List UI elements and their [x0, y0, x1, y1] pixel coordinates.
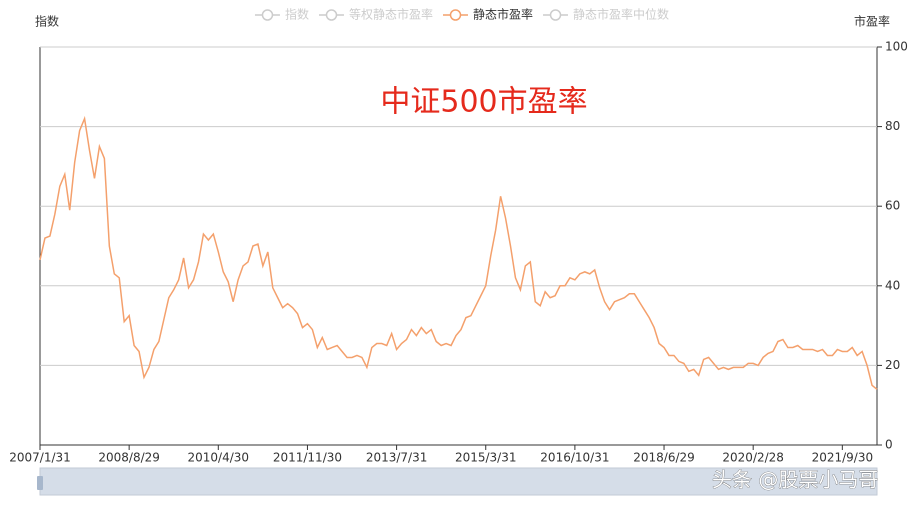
legend-label: 静态市盈率中位数 [573, 7, 669, 22]
y-tick-label: 100 [885, 40, 908, 54]
x-tick-label: 2015/3/31 [455, 451, 517, 465]
legend-marker [261, 9, 274, 21]
y-tick-label: 40 [885, 278, 900, 292]
legend-label: 指数 [285, 7, 309, 22]
x-tick-label: 2021/9/30 [812, 451, 874, 465]
legend-item[interactable]: 指数 [254, 7, 309, 22]
legend-item[interactable]: 静态市盈率 [443, 7, 533, 22]
zoom-handle[interactable] [37, 476, 43, 490]
y-tick-label: 0 [885, 438, 893, 452]
x-tick-label: 2013/7/31 [366, 451, 428, 465]
legend-item[interactable]: 等权静态市盈率 [318, 7, 433, 22]
legend-marker [549, 9, 562, 21]
left-axis-label: 指数 [35, 14, 59, 29]
x-tick-label: 2011/11/30 [273, 451, 342, 465]
data-zoom[interactable] [37, 467, 878, 496]
x-tick-label: 2010/4/30 [188, 451, 250, 465]
legend-label: 等权静态市盈率 [349, 7, 433, 22]
x-tick-label: 2020/2/28 [722, 451, 784, 465]
x-tick-label: 2008/8/29 [98, 451, 160, 465]
y-axis-label: 市盈率 [854, 14, 890, 29]
watermark: 头条 @股票小马哥 [712, 468, 878, 492]
x-tick-label: 2018/6/29 [633, 451, 695, 465]
legend-item[interactable]: 静态市盈率中位数 [543, 7, 669, 22]
y-tick-label: 20 [885, 358, 900, 372]
y-tick-label: 80 [885, 119, 900, 133]
legend-marker [449, 9, 462, 21]
legend-marker [325, 9, 338, 21]
plot-area [39, 46, 878, 390]
y-tick-label: 60 [885, 199, 900, 213]
zoom-track[interactable] [39, 467, 878, 496]
x-tick-label: 2007/1/31 [9, 451, 71, 465]
legend-label: 静态市盈率 [473, 7, 533, 22]
annotation: 中证500市盈率 [380, 85, 587, 120]
series-line [39, 115, 878, 390]
x-tick-label: 2016/10/31 [540, 451, 609, 465]
legend: 指数 等权静态市盈率 静态市盈率 静态市盈率中位数 [254, 7, 669, 22]
